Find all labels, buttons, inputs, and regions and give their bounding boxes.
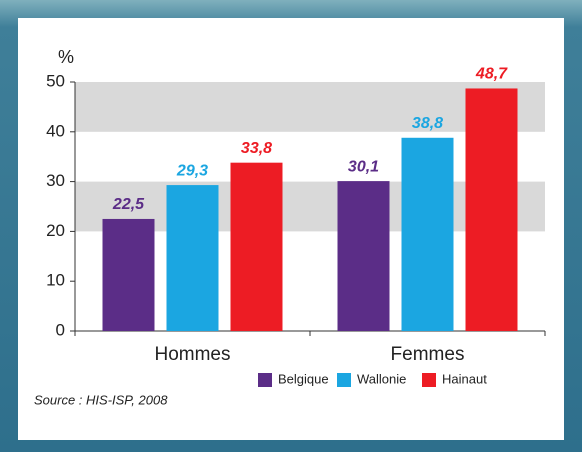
bar <box>166 185 219 331</box>
value-label: 33,8 <box>241 140 272 157</box>
legend-swatch <box>422 373 436 387</box>
bar <box>102 218 155 331</box>
legend-label: Hainaut <box>442 371 487 386</box>
bar <box>337 181 390 331</box>
x-tick-label: Hommes <box>154 344 230 365</box>
legend-swatch <box>337 373 351 387</box>
y-tick-label: 0 <box>56 320 65 339</box>
bar <box>465 88 518 331</box>
value-label: 22,5 <box>112 196 145 213</box>
y-tick-label: 40 <box>46 121 65 140</box>
y-tick-label: 20 <box>46 221 65 240</box>
value-label: 48,7 <box>475 66 508 83</box>
y-axis-label: % <box>58 47 74 67</box>
legend-label: Belgique <box>278 371 329 386</box>
legend-swatch <box>258 373 272 387</box>
y-tick-label: 30 <box>46 171 65 190</box>
bar <box>230 162 283 331</box>
value-label: 38,8 <box>412 115 443 132</box>
value-label: 29,3 <box>176 162 208 179</box>
value-label: 30,1 <box>348 158 379 175</box>
x-tick-label: Femmes <box>391 344 465 365</box>
bar <box>401 137 454 331</box>
source-note: Source : HIS-ISP, 2008 <box>34 392 168 407</box>
y-tick-label: 10 <box>46 271 65 290</box>
y-tick-label: 50 <box>46 71 65 90</box>
legend-label: Wallonie <box>357 371 406 386</box>
